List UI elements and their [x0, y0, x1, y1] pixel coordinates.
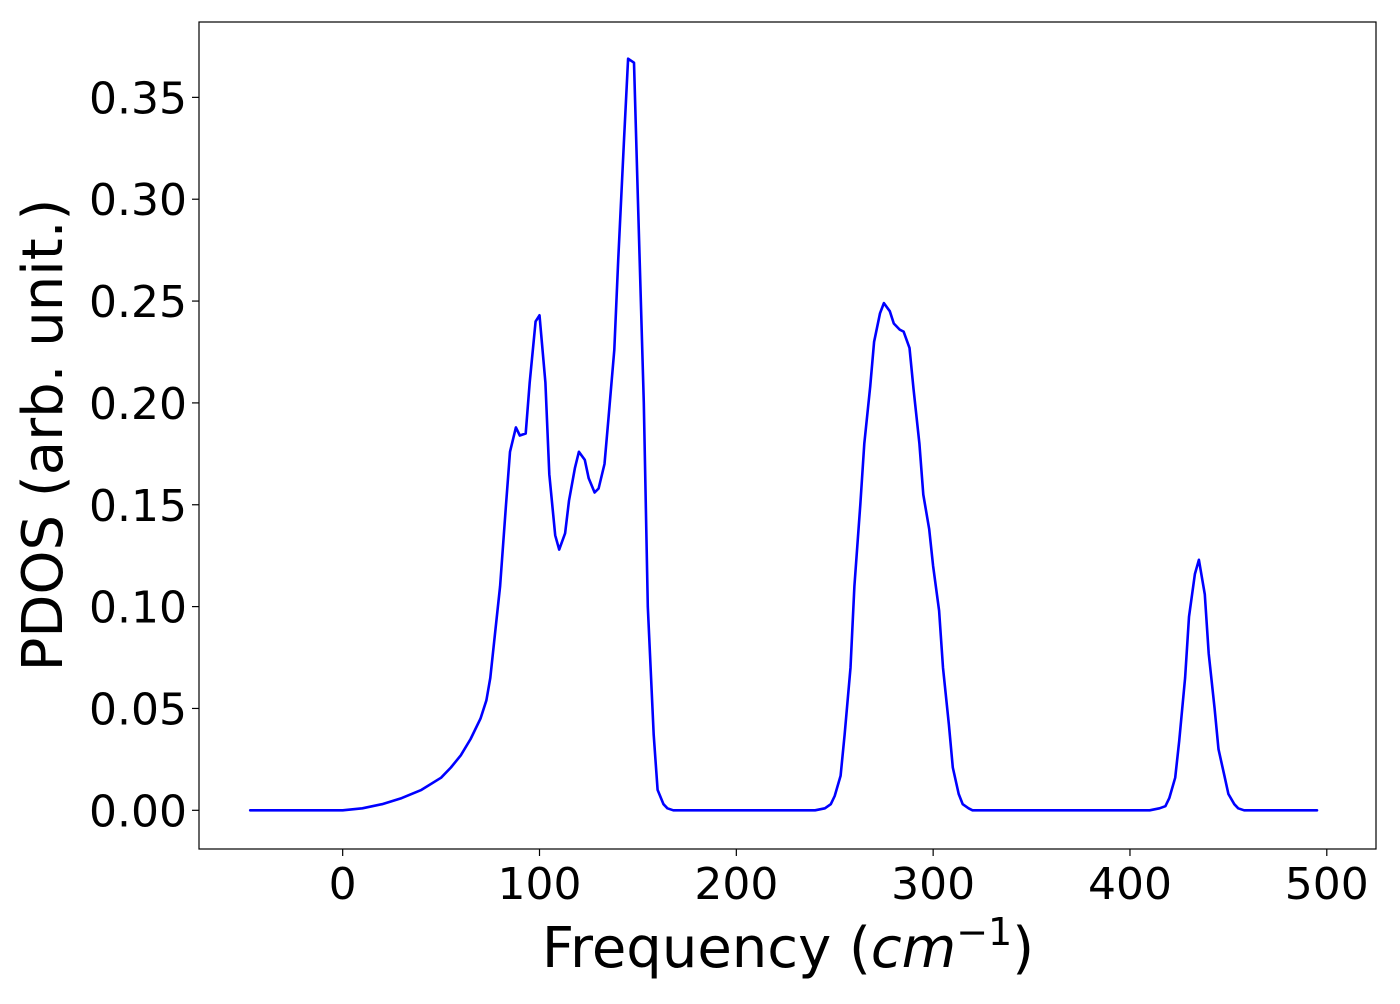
x-tick-label: 200: [694, 859, 778, 910]
y-tick-label: 0.05: [89, 684, 187, 735]
x-tick-label: 0: [329, 859, 357, 910]
x-axis-ticks: 0 100 200 300 400 500: [329, 849, 1369, 910]
y-tick-label: 0.10: [89, 583, 187, 634]
y-tick-label: 0.30: [89, 175, 187, 226]
y-tick-label: 0.00: [89, 786, 187, 837]
x-axis-title-prefix: Frequency (: [542, 916, 871, 981]
x-tick-label: 500: [1285, 859, 1369, 910]
y-axis-title: PDOS (arb. unit.): [11, 199, 76, 672]
y-axis-ticks: 0.00 0.05 0.10 0.15 0.20 0.25 0.30 0.35: [89, 73, 199, 837]
x-axis-title-unit: cm: [871, 916, 956, 981]
x-axis-title-exponent: −1: [956, 910, 1012, 954]
y-tick-label: 0.15: [89, 481, 187, 532]
x-tick-label: 100: [498, 859, 582, 910]
series-layer: [248, 57, 1319, 812]
x-tick-label: 400: [1088, 859, 1172, 910]
x-axis-title: Frequency (cm−1): [542, 910, 1034, 981]
plot-frame: [198, 21, 1377, 850]
y-tick-label: 0.35: [89, 73, 187, 124]
pdos-series-line: [248, 57, 1319, 812]
y-tick-label: 0.20: [89, 379, 187, 430]
x-axis-title-suffix: ): [1012, 916, 1034, 981]
y-tick-label: 0.25: [89, 277, 187, 328]
x-tick-label: 300: [891, 859, 975, 910]
